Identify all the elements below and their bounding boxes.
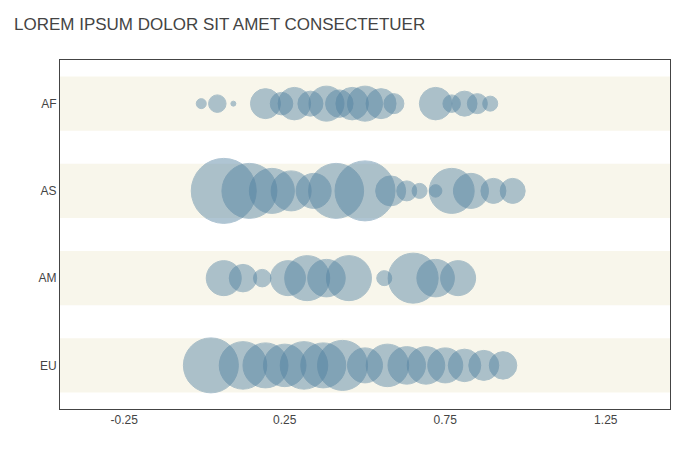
svg-text:LOREM IPSUM DOLOR SIT AMET CON: LOREM IPSUM DOLOR SIT AMET CONSECTETUER bbox=[14, 15, 425, 34]
svg-text:0.75: 0.75 bbox=[434, 413, 458, 427]
svg-text:EU: EU bbox=[40, 359, 57, 373]
svg-text:AF: AF bbox=[41, 97, 56, 111]
svg-text:1.25: 1.25 bbox=[594, 413, 618, 427]
svg-text:0.25: 0.25 bbox=[273, 413, 297, 427]
svg-text:AM: AM bbox=[39, 271, 57, 285]
svg-text:-0.25: -0.25 bbox=[111, 413, 139, 427]
svg-text:AS: AS bbox=[41, 184, 57, 198]
